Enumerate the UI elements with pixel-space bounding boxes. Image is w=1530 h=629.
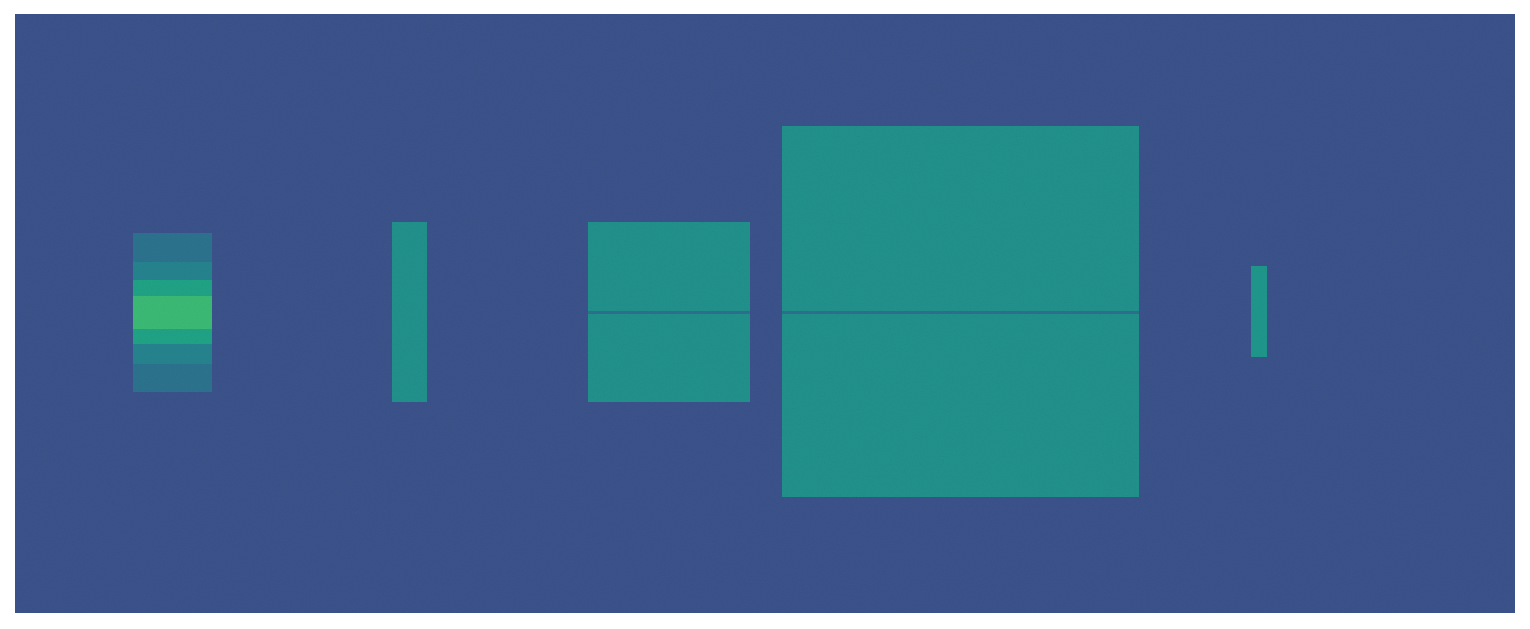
signal-region xyxy=(133,262,212,280)
signal-region xyxy=(133,280,212,296)
signal-region xyxy=(588,311,750,314)
signal-region xyxy=(1251,266,1267,358)
signal-region xyxy=(782,126,1139,497)
signal-region xyxy=(133,329,212,344)
signal-region xyxy=(133,344,212,364)
signal-region xyxy=(15,14,1515,613)
noise-texture xyxy=(15,14,1515,613)
plot-area xyxy=(15,14,1515,613)
heatmap-cells xyxy=(15,14,1515,613)
chart xyxy=(0,0,1530,629)
signal-region xyxy=(133,233,212,262)
signal-region xyxy=(782,311,1139,314)
signal-region xyxy=(133,364,212,392)
signal-region xyxy=(588,222,750,403)
signal-region xyxy=(133,296,212,330)
signal-region xyxy=(392,222,427,403)
